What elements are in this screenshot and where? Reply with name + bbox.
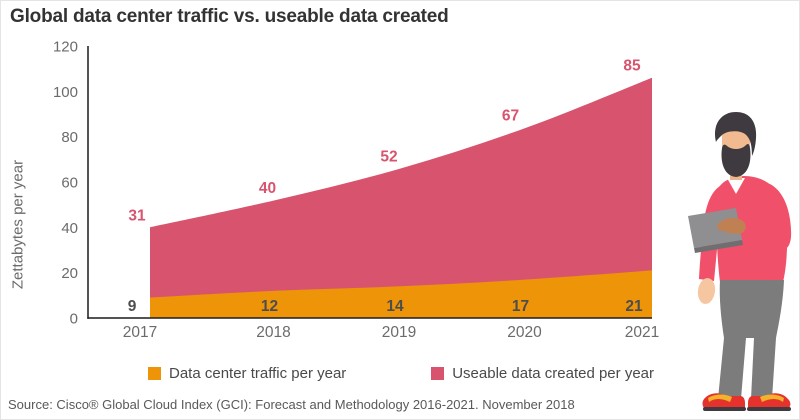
y-tick-label: 20: [61, 265, 78, 282]
useable-swatch-icon: [431, 367, 445, 380]
person-pants: [718, 280, 784, 399]
person-left-hand: [697, 278, 716, 304]
y-tick-label: 120: [53, 40, 78, 56]
x-tick-label: 2017: [123, 324, 157, 341]
person-torso: [716, 176, 788, 282]
data-label-useable: 40: [259, 180, 276, 197]
tablet-edge: [694, 240, 743, 253]
area-useable-data: [150, 77, 652, 318]
person-right-arm: [730, 184, 792, 252]
shirt-collar: [727, 178, 745, 194]
x-tick-label: 2018: [256, 324, 290, 341]
legend-label: Data center traffic per year: [169, 365, 347, 382]
data-label-traffic: 17: [512, 298, 529, 315]
area-data-center-traffic: [150, 270, 652, 318]
legend-label: Useable data created per year: [452, 365, 654, 382]
y-tick-label: 60: [61, 175, 78, 192]
tablet: [688, 208, 742, 248]
left-shoe-stripe: [708, 394, 732, 402]
traffic-swatch-icon: [148, 367, 161, 380]
legend-item-useable: Useable data created per year: [431, 365, 654, 382]
stacked-area-chart: 0 20 40 60 80 100 120 2017 2018 2019 2020 2021 9 12 14…: [53, 40, 659, 341]
source-citation: Source: Cisco® Global Cloud Index (GCI):…: [8, 397, 575, 412]
y-tick-label: 0: [70, 311, 78, 328]
person-right-hand: [717, 217, 746, 234]
data-label-traffic: 9: [128, 298, 137, 315]
data-label-traffic: 14: [386, 298, 404, 315]
person-hair: [714, 112, 757, 156]
left-shoe-sole: [703, 407, 746, 411]
x-tick-label: 2020: [507, 324, 542, 341]
legend-item-traffic: Data center traffic per year: [148, 365, 346, 382]
person-beard: [721, 144, 751, 177]
right-shoe-stripe: [760, 394, 784, 402]
data-label-useable: 31: [128, 207, 146, 224]
x-tick-label: 2019: [382, 324, 416, 341]
chart-legend: Data center traffic per year Useable dat…: [148, 365, 654, 382]
y-tick-label: 80: [61, 129, 78, 146]
y-tick-label: 40: [61, 220, 78, 237]
data-label-useable: 85: [623, 58, 641, 75]
page-title: Global data center traffic vs. useable d…: [10, 6, 449, 27]
right-shoe-sole: [747, 407, 791, 411]
chart-container: Zettabytes per year 0 20 40 60 80 100 120 2017 2…: [0, 40, 670, 350]
x-tick-label: 2021: [625, 324, 659, 341]
data-label-traffic: 12: [261, 298, 278, 315]
data-label-useable: 52: [380, 148, 397, 165]
data-label-useable: 67: [502, 108, 519, 125]
y-tick-label: 100: [53, 84, 78, 101]
person-illustration: [688, 112, 792, 411]
data-label-traffic: 21: [625, 298, 643, 315]
